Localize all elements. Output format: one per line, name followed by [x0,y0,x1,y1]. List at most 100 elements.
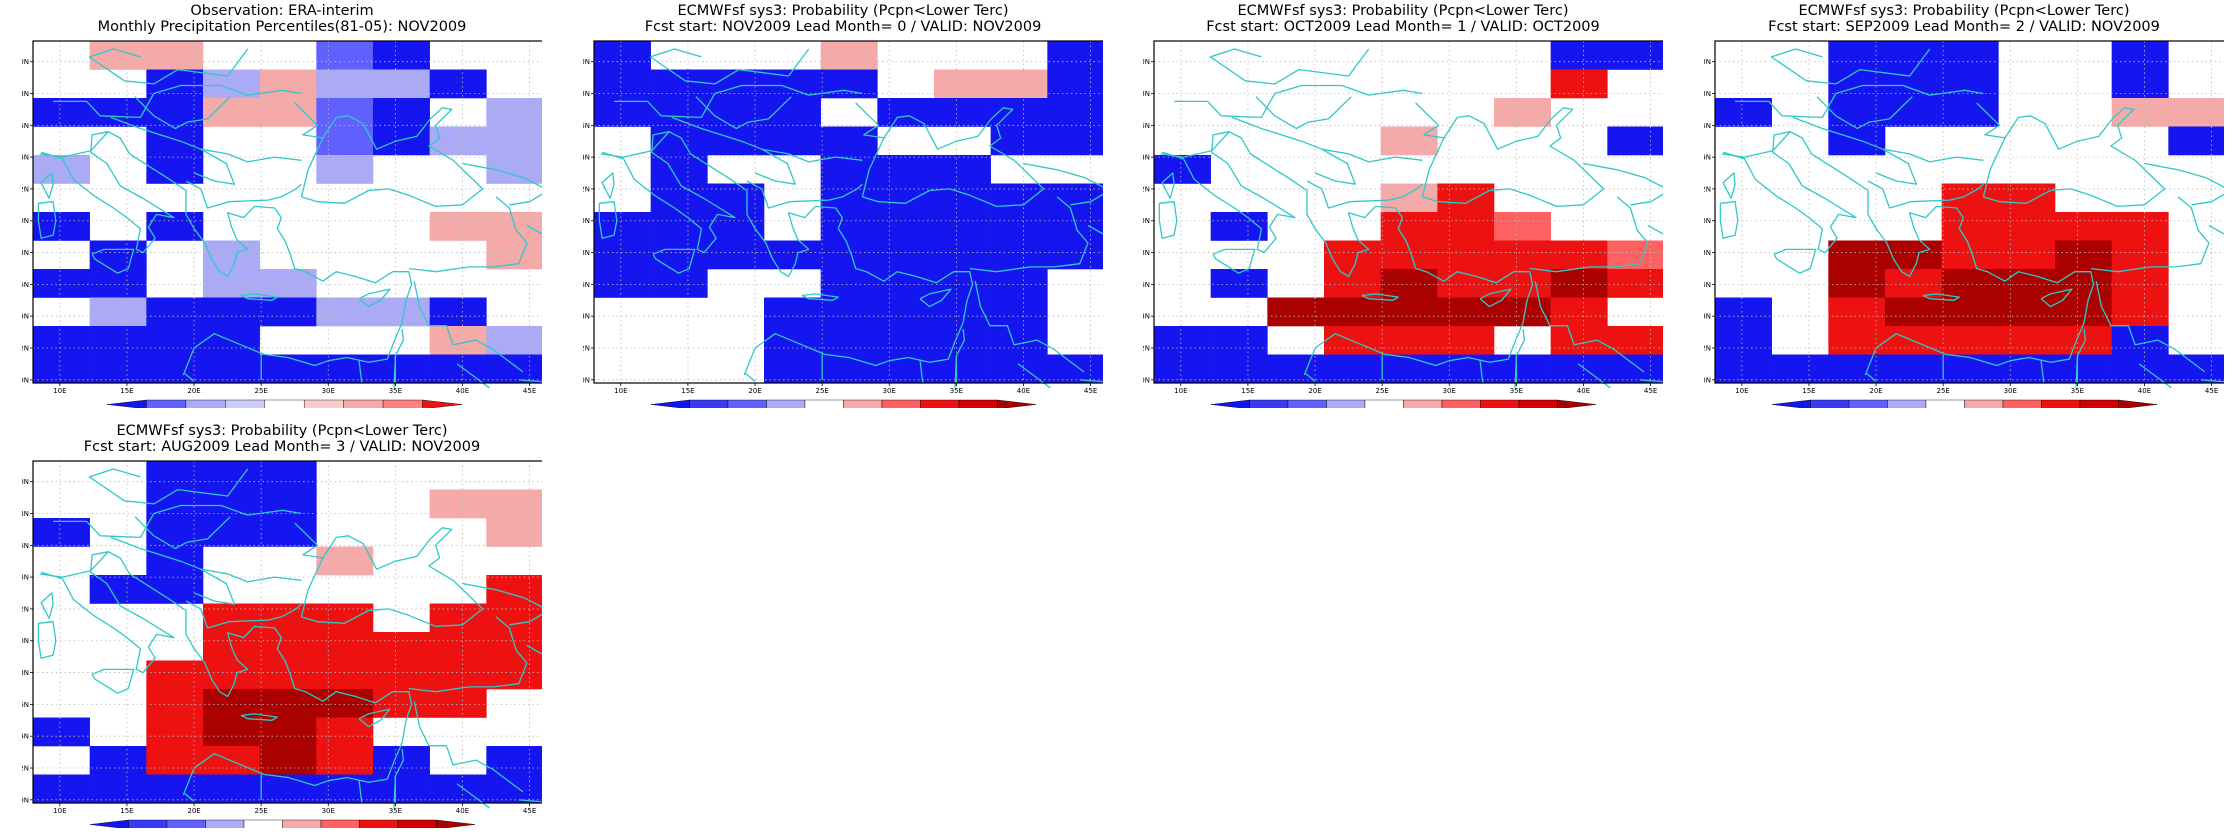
grid-cell [2055,269,2112,298]
coastline [358,288,391,308]
colorbar-swatch [689,399,729,408]
colorbar-swatch [146,399,187,408]
coastline [456,363,490,389]
panel-title-line1: Observation: ERA-interim [190,3,374,19]
grid-cell [934,297,991,327]
coastline [1255,96,1352,130]
coastline [413,701,524,793]
grid-cell [1380,212,1438,241]
coastline [413,281,524,373]
coastline [1735,84,1984,119]
grid-cell [934,269,991,298]
grid-cell [203,461,260,490]
panel-forecast-lead3: ECMWFsf sys3: Probability (Pcpn<Lower Te… [22,423,542,828]
grid-cell [1941,212,1999,241]
coastline [1306,180,1423,209]
grid-cell [429,297,487,327]
grid-cell [990,326,1048,355]
lat-tick-label: 38N [583,249,590,257]
colorbar-swatch [1771,399,1811,408]
grid-cell [990,183,1048,213]
colorbar-swatch [243,819,283,828]
grid-cell [707,126,765,156]
colorbar-swatch [382,399,423,408]
coastline [2144,162,2224,206]
colorbar-swatch [2002,399,2042,408]
grid-cell [486,746,542,775]
coastline [671,116,863,163]
coastline [1583,162,1663,206]
coastline [1529,196,1649,273]
grid-cell [594,69,651,99]
lon-tick-label: 25E [1375,387,1388,395]
coastline [358,780,363,804]
grid-cell [146,746,204,775]
grid-cell [373,660,430,690]
colorbar-swatch [343,399,384,408]
grid-cell [764,126,821,156]
axis-ticks: 10E 15E 20E 25E 30E 35E 40E 45E 30N 32N 34N 36N 38N 4… [1143,58,1657,395]
coastline [462,162,542,206]
grid-cell [990,126,1048,156]
grid-cell [1941,297,1999,327]
grid-cell [1828,240,1886,270]
lat-tick-label: 48N [22,90,29,98]
grid-cell [1998,183,2056,213]
grid-cell [429,212,487,241]
lon-tick-label: 20E [1308,387,1321,395]
grid-cell [259,689,317,718]
grid-cell [89,41,147,70]
lon-tick-label: 30E [322,387,335,395]
grid-cell [1494,269,1551,298]
plot-frame [1714,40,2224,384]
coastline [1866,373,1877,382]
lat-tick-label: 30N [1704,376,1711,384]
coastline [1479,288,1512,308]
lon-tick-label: 10E [53,807,66,815]
panel-title-line1: ECMWFsf sys3: Probability (Pcpn<Lower Te… [116,423,448,439]
coastline [91,668,135,694]
grid-cell [89,297,147,327]
lon-tick-label: 25E [815,387,828,395]
grid-cell [1715,354,1772,384]
lon-tick-label: 45E [2205,387,2218,395]
grid-cell [877,297,935,327]
lat-tick-label: 46N [1143,122,1150,130]
grid-cell [934,240,991,270]
grid-cell [594,240,651,270]
lat-tick-label: 44N [583,154,590,162]
coastline [53,504,302,539]
colorbar-swatch [1848,399,1888,408]
grid-cell [146,717,204,747]
coastline [526,644,542,655]
grid-cell [1324,297,1381,327]
coastline [300,527,484,628]
grid-cell [1941,98,1999,127]
colorbar-swatch [320,819,360,828]
grid-cell [650,155,708,184]
precip-grid [33,41,542,384]
grid-cell [203,717,260,747]
grid-cell [486,489,542,519]
grid-cell [1550,269,1608,298]
grid-cell [820,212,878,241]
grid-cell [1380,297,1438,327]
grid-cell [650,69,708,99]
lat-tick-label: 42N [1143,185,1150,193]
coastline [1721,131,1857,254]
coastline [1867,180,1984,209]
grid-cell [1550,326,1608,355]
grid-cell [1607,326,1663,355]
grid-cell [1494,212,1551,241]
lon-tick-label: 45E [523,387,536,395]
grid-cell [33,774,90,804]
coastline [1158,201,1178,239]
grid-cell [1885,269,1942,298]
grid-cell [203,354,260,384]
grid-cell [2111,269,2169,298]
lat-tick-label: 30N [1143,376,1150,384]
grid-cell [316,354,374,384]
lat-tick-label: 40N [22,637,29,645]
grid-cell [820,41,878,70]
colorbar-swatch [2118,399,2158,408]
